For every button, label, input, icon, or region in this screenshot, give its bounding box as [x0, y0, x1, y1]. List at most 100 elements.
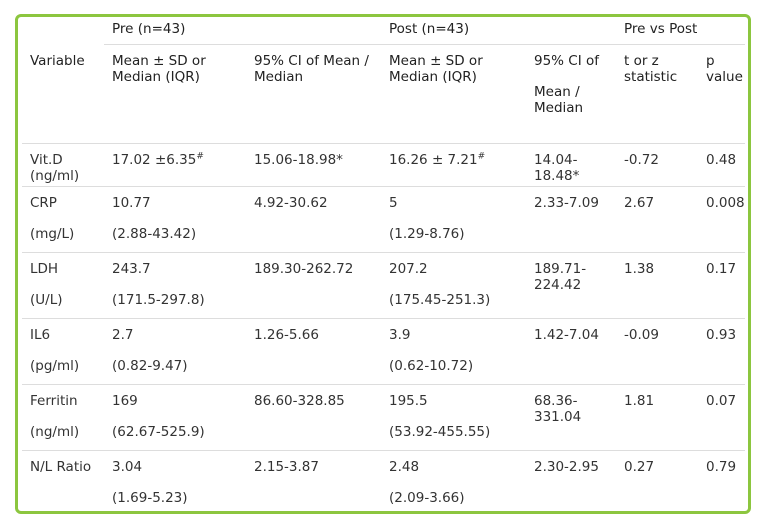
value-cell: 2.48 (2.09-3.66): [381, 450, 526, 511]
value-cell: 0.008: [698, 186, 745, 253]
data-row: IL6 (pg/ml) 2.7 (0.82-9.47) 1.26-5.66 3.9 (0.6…: [22, 318, 745, 385]
cell-text: (62.67-525.9): [112, 424, 205, 440]
value-cell: -0.09: [616, 318, 698, 385]
value-cell: 5 (1.29-8.76): [381, 186, 526, 253]
variable-cell: Ferritin (ng/ml): [22, 384, 104, 451]
column-header: Variable: [30, 52, 85, 69]
footnote-mark: #: [196, 151, 204, 162]
header-cell: Pre (n=43): [104, 17, 381, 45]
results-table: Pre (n=43) Post (n=43) Pre vs Post Variable…: [22, 17, 745, 511]
cell-text: 169: [112, 393, 138, 409]
cell-text: (2.88-43.42): [112, 226, 197, 242]
header-cell: p value: [698, 45, 745, 144]
cell-text: 3.9: [389, 327, 411, 343]
value-cell: 2.30-2.95: [526, 450, 616, 511]
value-cell: 0.07: [698, 384, 745, 451]
cell-text: 1.38: [624, 261, 655, 277]
column-header: 95% CI of Mean / Median: [254, 53, 369, 85]
cell-text: 0.008: [706, 195, 745, 211]
cell-text: 0.27: [624, 459, 655, 475]
cell-text: 14.04-18.48*: [534, 152, 580, 184]
header-cell: Mean ± SD or Median (IQR): [381, 45, 526, 144]
group-header-row: Pre (n=43) Post (n=43) Pre vs Post: [22, 17, 745, 45]
variable-cell: IL6 (pg/ml): [22, 318, 104, 385]
cell-text: 207.2: [389, 261, 428, 277]
cell-text: 2.15-3.87: [254, 459, 319, 475]
value-cell: 0.93: [698, 318, 745, 385]
cell-text: IL6: [30, 327, 51, 343]
cell-text: 0.79: [706, 459, 737, 475]
cell-text: Vit.D (ng/ml): [30, 152, 80, 184]
cell-text: 2.30-2.95: [534, 459, 599, 475]
value-cell: 14.04-18.48*: [526, 143, 616, 187]
data-row: CRP (mg/L) 10.77 (2.88-43.42) 4.92-30.62 5 (1.…: [22, 186, 745, 253]
cell-text: (171.5-297.8): [112, 292, 205, 308]
value-cell: 0.79: [698, 450, 745, 511]
variable-cell: Vit.D (ng/ml): [22, 143, 104, 187]
data-row: Vit.D (ng/ml) 17.02 ±6.35# 15.06-18.98* 16.…: [22, 143, 745, 187]
column-header: Mean ± SD or Median (IQR): [112, 53, 206, 85]
value-cell: -0.72: [616, 143, 698, 187]
cell-text: 2.33-7.09: [534, 195, 599, 211]
value-cell: 1.38: [616, 252, 698, 319]
cell-text: 1.81: [624, 393, 655, 409]
cell-text: (0.62-10.72): [389, 358, 474, 374]
cell-text: 68.36-331.04: [534, 393, 582, 425]
value-cell: 2.33-7.09: [526, 186, 616, 253]
cell-text: 189.71-224.42: [534, 261, 587, 293]
cell-text: (53.92-455.55): [389, 424, 491, 440]
cell-text: 0.48: [706, 152, 737, 168]
variable-cell: LDH (U/L): [22, 252, 104, 319]
cell-text: (ng/ml): [30, 424, 80, 440]
value-cell: 17.02 ±6.35#: [104, 143, 246, 187]
value-cell: 243.7 (171.5-297.8): [104, 252, 246, 319]
cell-text: 2.7: [112, 327, 134, 343]
column-header: 95% CI of: [534, 53, 600, 69]
cell-value: 17.02 ±6.35: [112, 152, 197, 168]
value-cell: 1.42-7.04: [526, 318, 616, 385]
cell-text: -0.09: [624, 327, 659, 343]
value-cell: 15.06-18.98*: [246, 143, 381, 187]
value-cell: 3.04 (1.69-5.23): [104, 450, 246, 511]
value-cell: 16.26 ± 7.21#: [381, 143, 526, 187]
cell-text: 0.07: [706, 393, 737, 409]
value-cell: 207.2 (175.45-251.3): [381, 252, 526, 319]
value-cell: 189.71-224.42: [526, 252, 616, 319]
table-frame: Pre (n=43) Post (n=43) Pre vs Post Variable…: [15, 14, 751, 514]
column-header-row: Variable Mean ± SD or Median (IQR) 95% CI …: [22, 45, 745, 144]
cell-text: (2.09-3.66): [389, 490, 465, 506]
cell-text: 243.7: [112, 261, 151, 277]
header-cell: Variable: [22, 45, 104, 144]
value-cell: 10.77 (2.88-43.42): [104, 186, 246, 253]
cell-text: -0.72: [624, 152, 659, 168]
header-cell: Mean ± SD or Median (IQR): [104, 45, 246, 144]
cell-text: LDH: [30, 261, 59, 277]
column-header: p value: [706, 53, 743, 85]
cell-text: 86.60-328.85: [254, 393, 345, 409]
cell-text: 17.02 ±6.35#: [112, 152, 236, 168]
value-cell: 68.36-331.04: [526, 384, 616, 451]
value-cell: 169 (62.67-525.9): [104, 384, 246, 451]
cell-text: (pg/ml): [30, 358, 80, 374]
value-cell: 4.92-30.62: [246, 186, 381, 253]
cell-text: 5: [389, 195, 398, 211]
cell-text: 195.5: [389, 393, 428, 409]
cell-text: (1.29-8.76): [389, 226, 465, 242]
header-cell: [22, 17, 104, 45]
value-cell: 1.26-5.66: [246, 318, 381, 385]
cell-text: Ferritin: [30, 393, 78, 409]
cell-text: (mg/L): [30, 226, 75, 242]
value-cell: 0.48: [698, 143, 745, 187]
value-cell: 3.9 (0.62-10.72): [381, 318, 526, 385]
column-header: Mean ± SD or Median (IQR): [389, 53, 483, 85]
group-header: Pre vs Post: [624, 21, 698, 37]
column-header: Mean / Median: [534, 84, 584, 116]
cell-text: 0.17: [706, 261, 737, 277]
cell-text: 10.77: [112, 195, 151, 211]
value-cell: 0.27: [616, 450, 698, 511]
cell-text: (0.82-9.47): [112, 358, 188, 374]
header-cell: t or z statistic: [616, 45, 698, 144]
cell-text: 15.06-18.98*: [254, 152, 343, 168]
cell-text: 2.67: [624, 195, 655, 211]
header-cell: Pre vs Post: [616, 17, 745, 45]
